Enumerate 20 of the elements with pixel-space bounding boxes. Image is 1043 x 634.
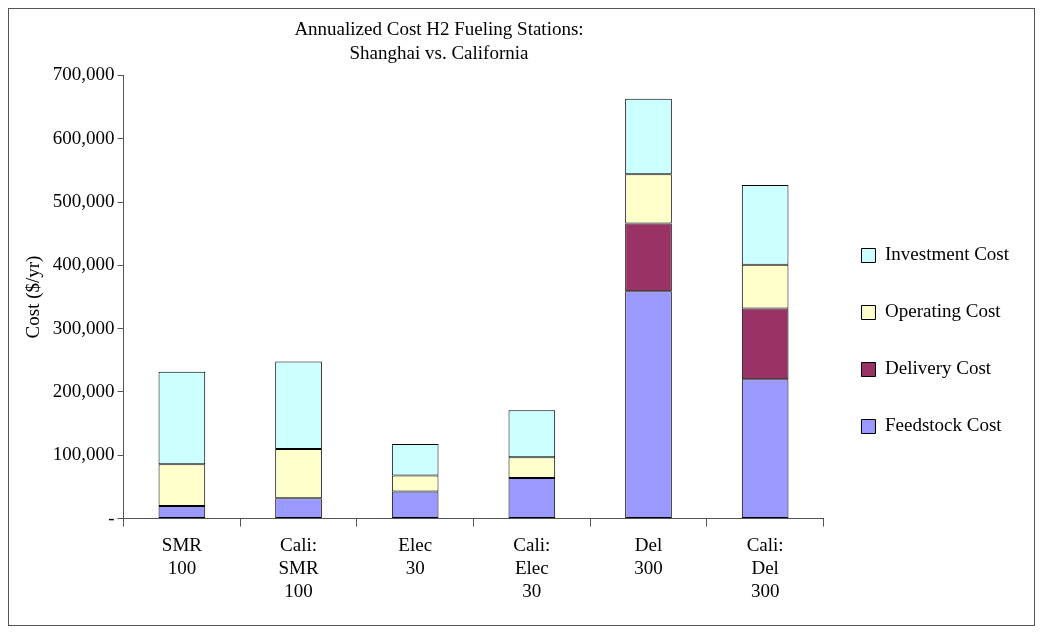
- y-tick-label: 300,000: [52, 316, 115, 338]
- y-tick-label: 700,000: [52, 63, 115, 85]
- y-tick-label: 100,000: [52, 443, 115, 465]
- legend-label: Delivery Cost: [884, 357, 992, 379]
- legend-label: Feedstock Cost: [884, 414, 1003, 436]
- legend-label: Investment Cost: [884, 243, 1010, 265]
- y-tick-label: 500,000: [52, 190, 115, 212]
- chart-title: Annualized Cost H2 Fueling Stations: Shanghai vs. California: [293, 17, 585, 65]
- y-tick-label: 600,000: [52, 126, 115, 148]
- x-tick-label: Del 300: [634, 533, 663, 578]
- y-tick-label: 200,000: [52, 379, 115, 401]
- x-tick-label: SMR 100: [161, 533, 203, 578]
- y-tick-label: -: [108, 506, 115, 528]
- legend-label: Operating Cost: [884, 300, 1002, 322]
- x-tick-label: Cali: SMR 100: [278, 533, 319, 601]
- y-tick-label: 400,000: [52, 253, 115, 275]
- x-tick-label: Cali: Del 300: [746, 533, 784, 601]
- y-axis-title: Cost ($/yr): [22, 255, 45, 339]
- x-tick-label: Cali: Elec 30: [513, 533, 551, 601]
- x-tick-label: Elec 30: [398, 533, 433, 578]
